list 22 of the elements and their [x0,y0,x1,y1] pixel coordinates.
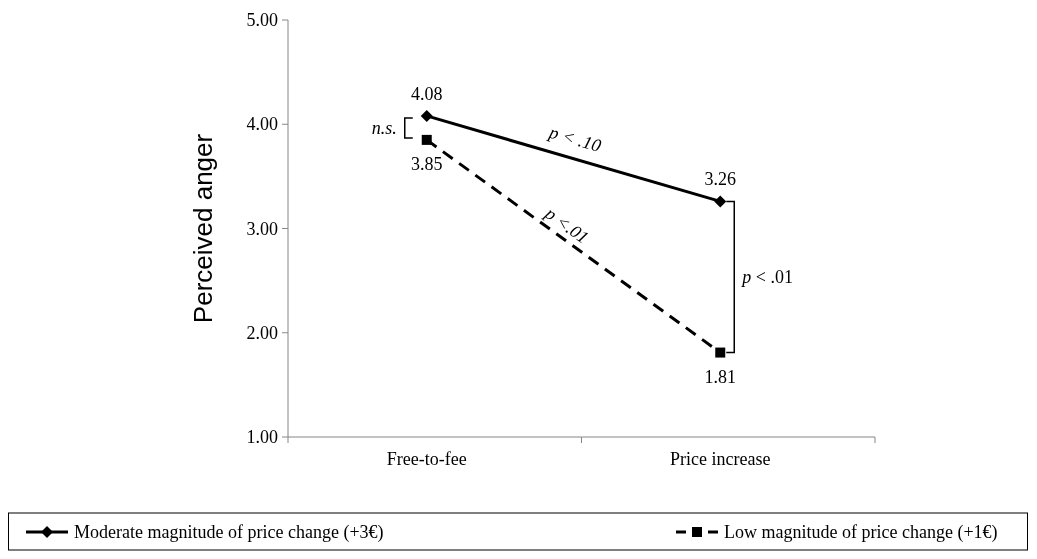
y-axis-title: Perceived anger [188,133,218,324]
point [420,109,433,122]
legend-label: Low magnitude of price change (+1€) [724,522,998,543]
y-tick-label: 3.00 [246,218,278,239]
legend-label: Moderate magnitude of price change (+3€) [74,522,384,543]
data-label: 1.81 [704,366,736,387]
y-tick-label: 2.00 [246,322,278,343]
x-tick-label: Price increase [670,449,771,469]
annotation: p <.01 [540,201,593,248]
data-label: 4.08 [411,83,443,104]
annotation: n.s. [371,117,397,138]
annotation: p < .10 [545,121,604,156]
point [421,134,432,145]
data-label: 3.26 [704,169,736,190]
y-tick-label: 1.00 [246,427,278,447]
data-label: 3.85 [411,153,443,174]
annotation: p < .01 [740,266,793,287]
point [714,195,727,208]
y-tick-label: 4.00 [246,114,278,135]
y-tick-label: 5.00 [246,10,278,30]
x-tick-label: Free-to-fee [386,449,467,469]
point [715,347,726,358]
